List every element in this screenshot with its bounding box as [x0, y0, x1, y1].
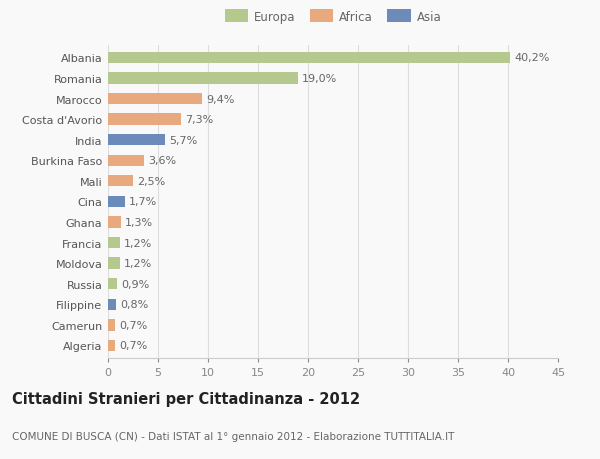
Text: 9,4%: 9,4% — [206, 94, 235, 104]
Bar — [108, 196, 125, 207]
Text: 2,5%: 2,5% — [137, 176, 165, 186]
Bar — [108, 299, 116, 310]
Bar — [108, 155, 144, 167]
Text: 40,2%: 40,2% — [514, 53, 550, 63]
Text: 0,8%: 0,8% — [120, 300, 148, 310]
Bar — [108, 114, 181, 125]
Bar — [108, 237, 120, 249]
Bar — [108, 73, 298, 84]
Bar — [108, 134, 165, 146]
Bar — [108, 94, 202, 105]
Text: 5,7%: 5,7% — [169, 135, 197, 146]
Bar — [108, 258, 120, 269]
Text: 1,7%: 1,7% — [129, 197, 157, 207]
Text: 1,2%: 1,2% — [124, 238, 152, 248]
Legend: Europa, Africa, Asia: Europa, Africa, Asia — [222, 8, 444, 26]
Bar — [108, 217, 121, 228]
Bar — [108, 176, 133, 187]
Text: Cittadini Stranieri per Cittadinanza - 2012: Cittadini Stranieri per Cittadinanza - 2… — [12, 391, 360, 406]
Bar — [108, 319, 115, 331]
Text: 7,3%: 7,3% — [185, 115, 213, 125]
Text: 0,9%: 0,9% — [121, 279, 149, 289]
Bar — [108, 340, 115, 351]
Text: 0,7%: 0,7% — [119, 341, 147, 351]
Text: 3,6%: 3,6% — [148, 156, 176, 166]
Text: 19,0%: 19,0% — [302, 74, 337, 84]
Bar — [108, 53, 510, 64]
Bar — [108, 279, 117, 290]
Text: 0,7%: 0,7% — [119, 320, 147, 330]
Text: 1,2%: 1,2% — [124, 258, 152, 269]
Text: COMUNE DI BUSCA (CN) - Dati ISTAT al 1° gennaio 2012 - Elaborazione TUTTITALIA.I: COMUNE DI BUSCA (CN) - Dati ISTAT al 1° … — [12, 431, 454, 441]
Text: 1,3%: 1,3% — [125, 218, 153, 228]
